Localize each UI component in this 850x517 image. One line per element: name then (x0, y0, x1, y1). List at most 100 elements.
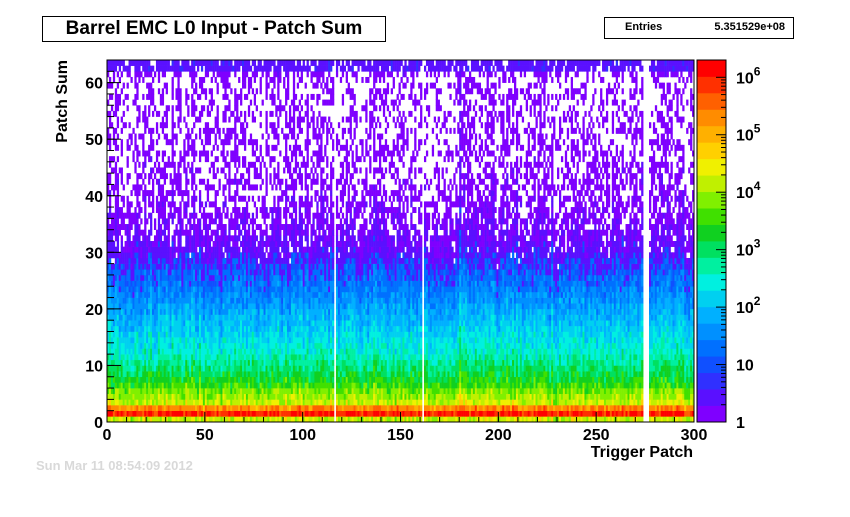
heatmap-cell (273, 405, 276, 411)
heatmap-cell (283, 405, 286, 411)
heatmap-cell (112, 393, 116, 400)
heatmap-cell (257, 303, 260, 310)
heatmap-cell (144, 416, 147, 423)
heatmap-cell (290, 393, 294, 400)
heatmap-cell (150, 173, 153, 180)
heatmap-cell (259, 110, 262, 117)
heatmap-cell (112, 167, 116, 174)
heatmap-cell (197, 376, 200, 383)
heatmap-cell (288, 359, 292, 366)
heatmap-cell (306, 405, 309, 411)
heatmap-cell (294, 405, 298, 411)
heatmap-cell (251, 88, 255, 95)
heatmap-cell (271, 382, 274, 389)
heatmap-cell (185, 122, 188, 129)
heatmap-cell (144, 280, 147, 287)
heatmap-cell (120, 257, 123, 264)
heatmap-cell (292, 354, 296, 361)
heatmap-cell (234, 116, 237, 123)
heatmap-cell (230, 252, 233, 259)
heatmap-cell (228, 127, 231, 134)
heatmap-cell (175, 274, 178, 281)
heatmap-cell (234, 320, 237, 327)
heatmap-cell (273, 393, 276, 400)
heatmap-cell (148, 325, 151, 332)
heatmap-cell (275, 331, 278, 338)
heatmap-cell (116, 212, 120, 219)
heatmap-cell (171, 314, 174, 321)
heatmap-cell (128, 269, 131, 276)
heatmap-cell (165, 416, 168, 423)
heatmap-cell (136, 88, 139, 95)
heatmap-cell (146, 342, 149, 349)
heatmap-cell (247, 105, 251, 112)
heatmap-cell (277, 382, 280, 389)
heatmap-cell (296, 133, 300, 140)
heatmap-cell (189, 218, 192, 225)
heatmap-cell (187, 133, 190, 140)
heatmap-cell (230, 314, 233, 321)
heatmap-cell (290, 60, 294, 66)
heatmap-cell (306, 342, 309, 349)
heatmap-cell (107, 65, 110, 72)
heatmap-cell (146, 190, 149, 197)
heatmap-cell (279, 105, 282, 112)
heatmap-cell (271, 359, 274, 366)
heatmap-cell (126, 82, 129, 89)
heatmap-cell (226, 76, 229, 83)
heatmap-cell (148, 195, 151, 202)
heatmap-cell (240, 399, 243, 406)
heatmap-cell (302, 376, 305, 383)
heatmap-cell (253, 393, 257, 400)
heatmap-cell (183, 274, 186, 281)
heatmap-cell (167, 65, 170, 72)
heatmap-cell (175, 286, 178, 293)
heatmap-cell (255, 224, 258, 230)
heatmap-cell (222, 314, 225, 321)
heatmap-cell (122, 246, 125, 253)
heatmap-cell (265, 82, 268, 89)
heatmap-cell (173, 365, 176, 372)
heatmap-cell (249, 359, 253, 366)
heatmap-cell (255, 399, 258, 406)
heatmap-cell (275, 286, 278, 293)
heatmap-cell (230, 320, 233, 327)
heatmap-cell (163, 393, 166, 400)
heatmap-cell (253, 297, 257, 304)
heatmap-cell (155, 110, 159, 117)
heatmap-cell (206, 382, 210, 389)
heatmap-cell (195, 359, 198, 366)
heatmap-cell (200, 342, 204, 349)
heatmap-cell (236, 60, 239, 66)
heatmap-cell (128, 65, 131, 72)
heatmap-cell (148, 144, 151, 151)
heatmap-cell (204, 320, 208, 327)
heatmap-cell (206, 269, 210, 276)
heatmap-cell (120, 60, 123, 66)
heatmap-cell (179, 156, 182, 163)
heatmap-cell (218, 263, 221, 270)
heatmap-cell (267, 291, 270, 298)
heatmap-cell (251, 116, 255, 123)
heatmap-cell (304, 354, 307, 361)
heatmap-cell (118, 257, 121, 264)
heatmap-cell (238, 65, 241, 72)
heatmap-cell (290, 229, 294, 236)
heatmap-cell (288, 348, 292, 355)
heatmap-cell (150, 325, 153, 332)
heatmap-cell (202, 371, 206, 378)
heatmap-cell (287, 405, 290, 411)
heatmap-cell (236, 241, 239, 247)
heatmap-cell (300, 65, 303, 72)
heatmap-cell (277, 354, 280, 361)
heatmap-cell (202, 127, 206, 134)
heatmap-cell (152, 308, 155, 315)
heatmap-cell (120, 303, 123, 310)
heatmap-cell (134, 331, 137, 338)
heatmap-cell (142, 314, 145, 321)
heatmap-cell (169, 291, 172, 298)
heatmap-cell (179, 65, 182, 72)
heatmap-cell (275, 365, 278, 372)
heatmap-cell (242, 246, 245, 253)
heatmap-cell (150, 139, 153, 146)
